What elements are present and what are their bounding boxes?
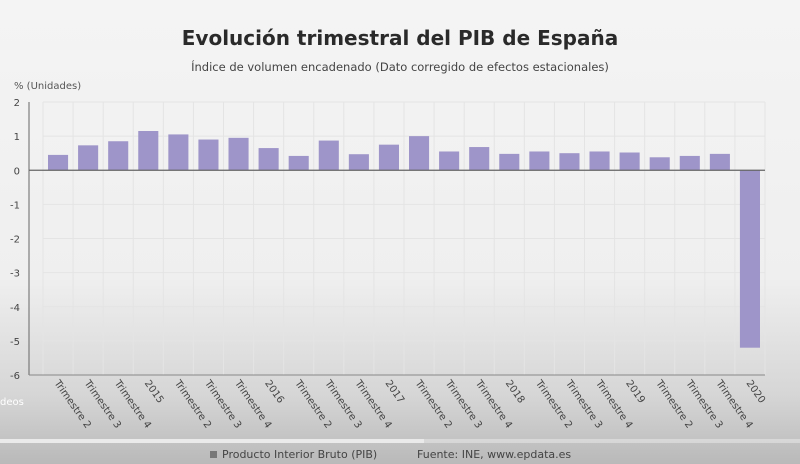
bar: [739, 170, 760, 348]
bar: [258, 148, 279, 171]
x-tick-label: 2018: [503, 378, 527, 405]
y-tick-label: 2: [14, 98, 20, 109]
bar: [709, 153, 730, 171]
bar: [529, 151, 550, 171]
video-overlay-label: deos: [0, 397, 24, 408]
y-tick-label: 0: [14, 166, 20, 177]
x-tick-label: 2017: [383, 378, 407, 405]
legend-swatch: [210, 451, 217, 458]
bar: [108, 141, 129, 171]
bar: [48, 154, 69, 171]
legend-label: Producto Interior Bruto (PIB): [222, 448, 378, 461]
bar: [138, 131, 159, 171]
bar: [409, 136, 430, 171]
legend: Producto Interior Bruto (PIB): [210, 448, 377, 461]
bar: [469, 147, 490, 171]
bar: [198, 139, 219, 171]
y-tick-label: -5: [10, 337, 20, 348]
bar: [679, 155, 700, 171]
y-tick-label: -3: [10, 269, 20, 280]
bar: [78, 145, 99, 171]
y-tick-label: -4: [10, 303, 20, 314]
y-tick-label: -6: [10, 371, 20, 382]
bar: [439, 151, 460, 171]
bar: [499, 153, 520, 171]
y-axis-label: % (Unidades): [14, 81, 82, 92]
x-tick-label: 2020: [744, 378, 768, 405]
bar: [318, 140, 339, 171]
y-tick-label: 1: [14, 132, 20, 143]
chart-title: Evolución trimestral del PIB de España: [181, 26, 619, 50]
bar: [168, 134, 189, 171]
bar: [559, 153, 580, 171]
bar: [228, 137, 249, 171]
y-tick-label: -1: [10, 200, 20, 211]
x-tick-label: 2019: [623, 378, 647, 405]
video-progress-bar[interactable]: [0, 439, 800, 443]
bar: [348, 154, 369, 171]
chart-subtitle: Índice de volumen encadenado (Dato corre…: [191, 60, 609, 74]
source-note: Fuente: INE, www.epdata.es: [417, 448, 572, 461]
bar: [288, 155, 309, 171]
bar: [619, 152, 640, 171]
bar: [589, 151, 610, 171]
bar: [649, 157, 670, 171]
x-tick-label: 2016: [262, 378, 286, 405]
video-progress-fill: [0, 439, 424, 443]
bar: [378, 144, 399, 171]
y-tick-label: -2: [10, 235, 20, 246]
x-tick-label: 2015: [142, 378, 166, 405]
